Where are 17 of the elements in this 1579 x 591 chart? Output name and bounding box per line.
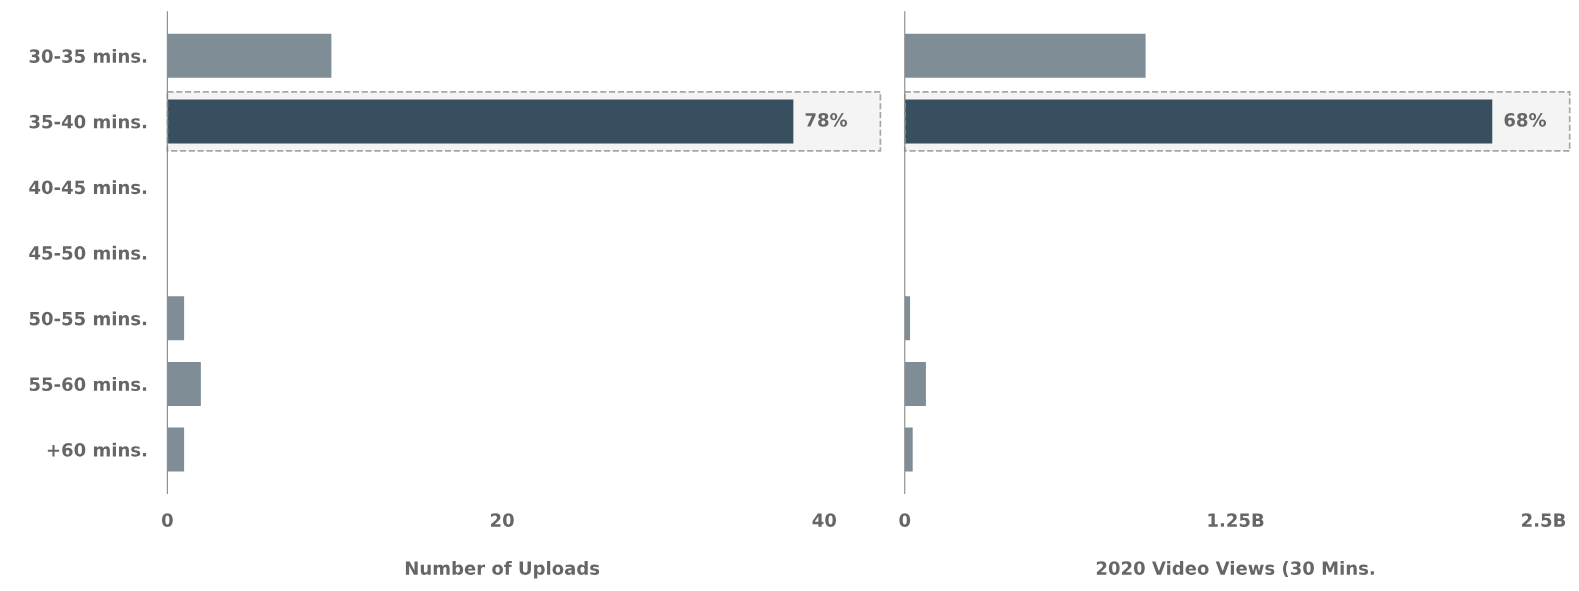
y-tick-label: 50-55 mins. bbox=[29, 311, 147, 326]
y-tick-label: 55-60 mins. bbox=[29, 377, 147, 392]
x-tick-label: 1.25B bbox=[1208, 513, 1264, 527]
x-axis-title: Number of Uploads bbox=[405, 560, 600, 579]
y-tick-label: 45-50 mins. bbox=[29, 245, 147, 260]
x-tick-label: 0 bbox=[161, 513, 173, 527]
y-tick-label: 30-35 mins. bbox=[29, 48, 147, 63]
x-tick-label: 0 bbox=[899, 513, 911, 527]
y-tick-label: 40-45 mins. bbox=[29, 180, 147, 195]
annotation: 68% bbox=[1504, 112, 1547, 127]
y-tick-label: +60 mins. bbox=[47, 442, 147, 457]
x-tick-label: 20 bbox=[490, 513, 514, 527]
x-tick-label: 40 bbox=[812, 513, 837, 527]
annotation: 78% bbox=[805, 112, 848, 127]
x-tick-label: 2.5B bbox=[1522, 513, 1566, 527]
x-axis-title: 2020 Video Views (30 Mins. bbox=[1096, 560, 1374, 578]
y-tick-label: 35-40 mins. bbox=[29, 114, 147, 129]
